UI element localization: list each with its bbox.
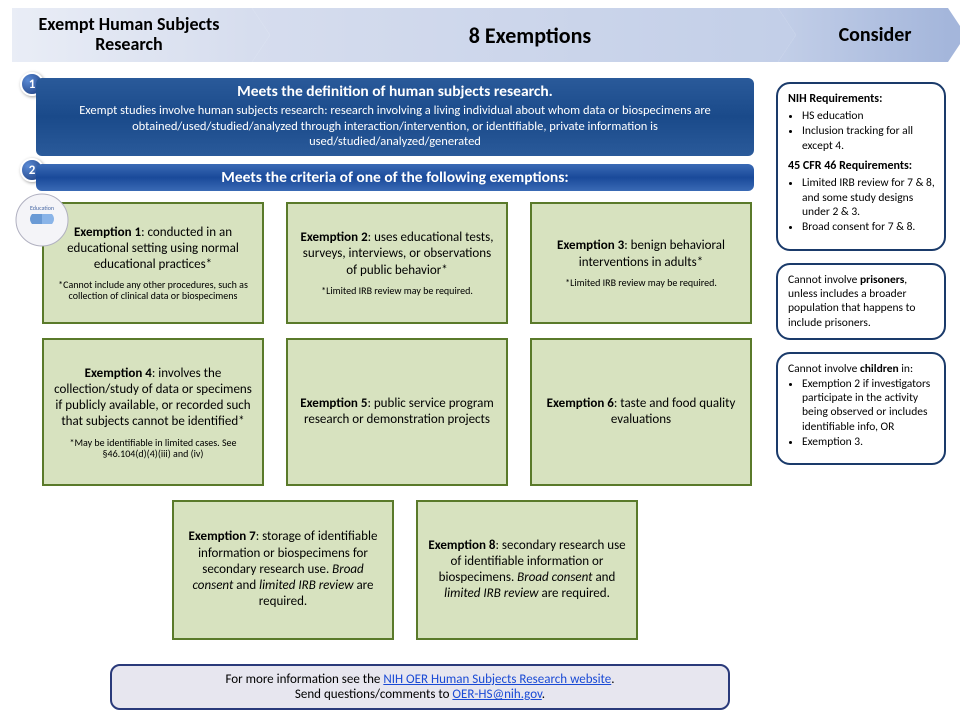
prisoners-box: Cannot involve prisoners, unless include… — [776, 263, 946, 341]
exemption-7-card: Exemption 7: storage of identifiable inf… — [172, 500, 394, 640]
sidebar: NIH Requirements: HS education Inclusion… — [776, 82, 946, 477]
svg-text:Education: Education — [30, 204, 54, 212]
exemption-8-card: Exemption 8: secondary research use of i… — [416, 500, 638, 640]
definition-title: Meets the definition of human subjects r… — [46, 82, 744, 101]
criteria-bar: Meets the criteria of one of the followi… — [36, 164, 754, 191]
children-box: Cannot involve children in: Exemption 2 … — [776, 352, 946, 465]
exemption-2-card: Exemption 2: uses educational tests, sur… — [286, 202, 508, 324]
definition-box: Meets the definition of human subjects r… — [36, 78, 754, 156]
nih-list: HS education Inclusion tracking for all … — [788, 109, 936, 153]
chevron-consider: Consider — [778, 8, 948, 62]
exemption-3-card: Exemption 3: benign behavioral intervent… — [530, 202, 752, 324]
nih-heading: NIH Requirements: — [788, 92, 936, 107]
children-list: Exemption 2 if investigators participate… — [788, 377, 936, 450]
requirements-box: NIH Requirements: HS education Inclusion… — [776, 82, 946, 251]
oer-hs-email-link[interactable]: OER-HS@nih.gov — [452, 687, 541, 702]
chevron-breadcrumb: Exempt Human Subjects Research 8 Exempti… — [12, 8, 948, 62]
chevron-8-exemptions: 8 Exemptions — [252, 8, 778, 62]
exemption-6-card: Exemption 6: taste and food quality eval… — [530, 338, 752, 486]
definition-desc: Exempt studies involve human subjects re… — [46, 103, 744, 150]
cfr-list: Limited IRB review for 7 & 8, and some s… — [788, 176, 936, 235]
cfr-heading: 45 CFR 46 Requirements: — [788, 159, 936, 174]
exemption-1-card: Exemption 1: conducted in an educational… — [42, 202, 264, 324]
chevron-exempt-research: Exempt Human Subjects Research — [12, 8, 252, 62]
nih-oer-link[interactable]: NIH OER Human Subjects Research website — [383, 672, 611, 687]
exemption-4-card: Exemption 4: involves the collection/stu… — [42, 338, 264, 486]
exemptions-grid: Exemption 1: conducted in an educational… — [42, 202, 754, 654]
exemption-5-card: Exemption 5: public service program rese… — [286, 338, 508, 486]
footer-info: For more information see the NIH OER Hum… — [110, 664, 730, 710]
education-icon: Education — [14, 192, 70, 248]
